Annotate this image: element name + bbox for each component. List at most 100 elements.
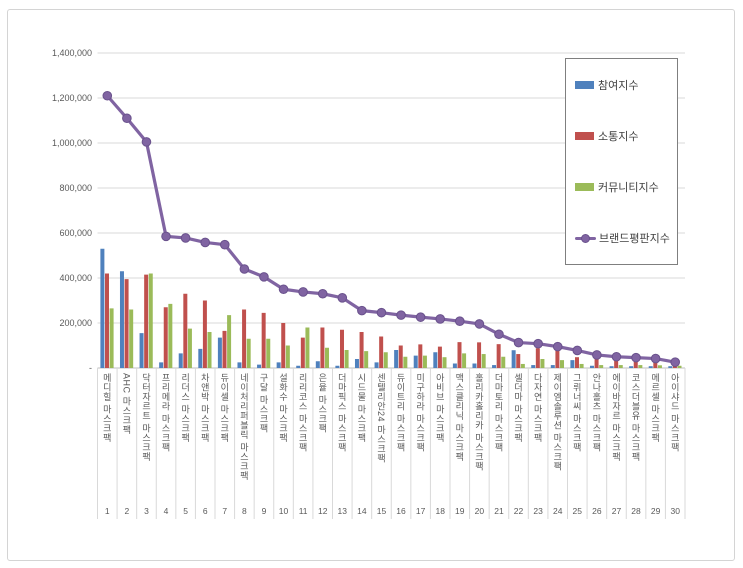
bar-참여지수-rank26 bbox=[589, 365, 594, 368]
participation-index-swatch-icon bbox=[575, 81, 594, 89]
rank-number: 13 bbox=[338, 506, 348, 516]
bar-참여지수-rank9 bbox=[257, 364, 262, 368]
rank-number: 24 bbox=[553, 506, 563, 516]
rank-number: 18 bbox=[435, 506, 445, 516]
bar-소통지수-rank4 bbox=[163, 307, 168, 368]
line-marker-rank17 bbox=[415, 312, 426, 322]
y-axis-tick-label: - bbox=[89, 363, 92, 373]
bar-소통지수-rank13 bbox=[339, 329, 344, 368]
brand-reputation-index-line-swatch-icon bbox=[575, 233, 596, 243]
line-marker-rank8 bbox=[239, 264, 250, 274]
bar-커뮤니티지수-rank23 bbox=[540, 359, 545, 368]
rank-number: 28 bbox=[631, 506, 641, 516]
legend-label-brand-reputation-index: 브랜드평판지수 bbox=[599, 233, 670, 245]
rank-number: 12 bbox=[318, 506, 328, 516]
bar-커뮤니티지수-rank14 bbox=[364, 351, 369, 368]
line-marker-rank12 bbox=[317, 288, 328, 299]
bar-커뮤니티지수-rank17 bbox=[422, 355, 427, 368]
bar-참여지수-rank13 bbox=[335, 365, 340, 368]
legend-label-communication-index: 소통지수 bbox=[598, 131, 639, 143]
bar-소통지수-rank27 bbox=[614, 357, 619, 368]
rank-number: 20 bbox=[475, 506, 485, 516]
line-marker-rank30 bbox=[670, 357, 681, 367]
bar-소통지수-rank11 bbox=[300, 337, 305, 368]
line-marker-rank9 bbox=[259, 272, 269, 282]
bar-커뮤니티지수-rank3 bbox=[148, 273, 153, 368]
bar-참여지수-rank20 bbox=[472, 363, 477, 368]
bar-소통지수-rank5 bbox=[183, 293, 188, 368]
line-marker-rank22 bbox=[513, 337, 524, 348]
rank-number: 10 bbox=[279, 506, 289, 516]
bar-소통지수-rank15 bbox=[379, 336, 384, 368]
bar-커뮤니티지수-rank19 bbox=[462, 353, 467, 368]
legend-item-communication-index: 소통지수 bbox=[575, 128, 677, 144]
bar-참여지수-rank4 bbox=[159, 362, 164, 368]
bar-커뮤니티지수-rank16 bbox=[403, 356, 408, 368]
line-marker-rank16 bbox=[396, 310, 406, 320]
rank-number: 16 bbox=[396, 506, 406, 516]
bar-커뮤니티지수-rank10 bbox=[285, 345, 290, 368]
bar-커뮤니티지수-rank11 bbox=[305, 327, 310, 368]
bar-소통지수-rank6 bbox=[202, 300, 207, 368]
bar-소통지수-rank3 bbox=[144, 274, 149, 368]
bar-커뮤니티지수-rank9 bbox=[266, 338, 271, 368]
line-marker-rank19 bbox=[454, 316, 465, 327]
bar-소통지수-rank18 bbox=[437, 346, 442, 368]
community-index-swatch-icon bbox=[575, 183, 594, 191]
line-marker-rank13 bbox=[337, 293, 348, 303]
line-marker-rank29 bbox=[650, 353, 661, 364]
bar-소통지수-rank26 bbox=[594, 356, 599, 368]
bar-소통지수-rank12 bbox=[320, 327, 325, 368]
bar-소통지수-rank19 bbox=[457, 342, 462, 368]
bar-커뮤니티지수-rank13 bbox=[344, 350, 349, 368]
bar-참여지수-rank7 bbox=[217, 337, 222, 368]
rank-number: 6 bbox=[203, 506, 208, 516]
legend-item-brand-reputation-index: 브랜드평판지수 bbox=[575, 230, 677, 246]
legend-item-participation-index: 참여지수 bbox=[575, 77, 677, 93]
bar-소통지수-rank16 bbox=[398, 345, 403, 368]
bar-참여지수-rank19 bbox=[452, 363, 457, 368]
line-marker-rank28 bbox=[631, 352, 641, 363]
rank-number: 15 bbox=[377, 506, 387, 516]
line-marker-rank6 bbox=[200, 237, 211, 248]
bar-참여지수-rank11 bbox=[296, 365, 301, 368]
line-marker-rank2 bbox=[122, 113, 132, 124]
line-marker-rank10 bbox=[278, 284, 289, 295]
y-axis-tick-label: 800,000 bbox=[59, 183, 92, 193]
bar-커뮤니티지수-rank7 bbox=[227, 315, 232, 368]
bar-소통지수-rank21 bbox=[496, 344, 501, 368]
bar-소통지수-rank23 bbox=[535, 348, 540, 368]
bar-참여지수-rank14 bbox=[354, 359, 359, 368]
line-marker-rank4 bbox=[161, 231, 171, 242]
y-axis-tick-label: 1,400,000 bbox=[52, 48, 92, 58]
y-axis-tick-label: 1,200,000 bbox=[52, 93, 92, 103]
bar-참여지수-rank12 bbox=[315, 361, 320, 368]
bar-커뮤니티지수-rank27 bbox=[618, 365, 623, 368]
bar-커뮤니티지수-rank24 bbox=[560, 360, 565, 368]
legend: 참여지수 소통지수 커뮤니티지수 브랜드평판지수 bbox=[565, 58, 678, 265]
y-axis-tick-label: 400,000 bbox=[59, 273, 92, 283]
rank-number: 2 bbox=[125, 506, 130, 516]
line-marker-rank18 bbox=[435, 314, 446, 324]
bar-참여지수-rank27 bbox=[609, 366, 614, 368]
line-marker-rank5 bbox=[180, 233, 191, 243]
line-marker-rank27 bbox=[611, 351, 622, 362]
rank-number: 5 bbox=[183, 506, 188, 516]
bar-커뮤니티지수-rank21 bbox=[501, 356, 506, 368]
legend-label-participation-index: 참여지수 bbox=[598, 80, 639, 92]
bar-소통지수-rank7 bbox=[222, 330, 227, 368]
rank-number: 11 bbox=[299, 506, 308, 516]
rank-number: 8 bbox=[242, 506, 247, 516]
bar-참여지수-rank22 bbox=[511, 350, 516, 368]
bar-참여지수-rank16 bbox=[394, 350, 399, 368]
line-marker-rank3 bbox=[141, 137, 152, 147]
rank-number: 3 bbox=[144, 506, 149, 516]
legend-label-community-index: 커뮤니티지수 bbox=[598, 182, 659, 194]
bar-소통지수-rank8 bbox=[242, 309, 247, 368]
bar-커뮤니티지수-rank29 bbox=[657, 365, 662, 368]
rank-number: 21 bbox=[494, 506, 504, 516]
line-marker-rank15 bbox=[376, 307, 387, 318]
bar-참여지수-rank8 bbox=[237, 362, 242, 368]
